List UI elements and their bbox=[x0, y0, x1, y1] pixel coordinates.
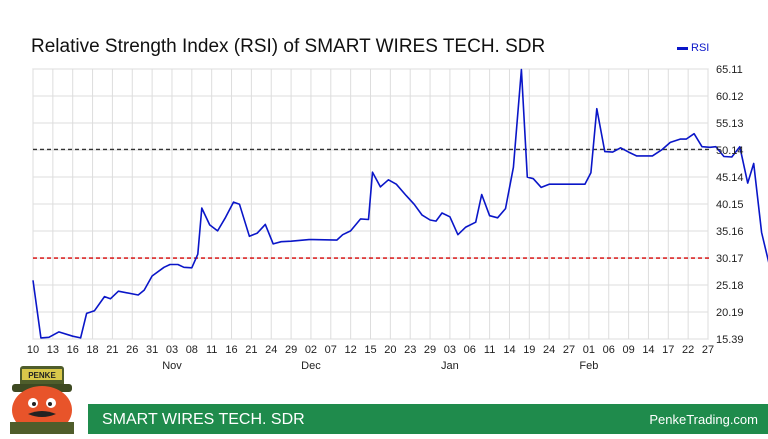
x-tick-label: 20 bbox=[384, 344, 396, 356]
reference-lines bbox=[33, 148, 712, 259]
x-tick-label: 03 bbox=[166, 344, 178, 356]
x-month-label: Dec bbox=[301, 360, 321, 372]
chart-title: Relative Strength Index (RSI) of SMART W… bbox=[31, 36, 546, 57]
y-tick-label: 65.11 bbox=[716, 64, 743, 76]
x-month-label: Jan bbox=[441, 360, 459, 372]
x-tick-label: 21 bbox=[106, 344, 118, 356]
x-tick-label: 12 bbox=[345, 344, 357, 356]
x-tick-label: 29 bbox=[285, 344, 297, 356]
x-tick-label: 21 bbox=[245, 344, 257, 356]
footer-instrument-name: SMART WIRES TECH. SDR bbox=[102, 411, 305, 428]
x-tick-label: 18 bbox=[86, 344, 98, 356]
x-tick-label: 17 bbox=[662, 344, 674, 356]
y-tick-label: 50.14 bbox=[716, 145, 744, 157]
x-tick-label: 13 bbox=[47, 344, 59, 356]
x-tick-label: 27 bbox=[702, 344, 714, 356]
rsi-chart: 65.11 60.12 55.13 50.14 45.14 40.15 35.16 30.17… bbox=[27, 64, 768, 372]
x-tick-label: 29 bbox=[424, 344, 436, 356]
x-tick-label: 09 bbox=[622, 344, 634, 356]
y-tick-label: 25.18 bbox=[716, 280, 744, 292]
y-tick-label: 35.16 bbox=[716, 226, 744, 238]
legend-label: RSI bbox=[691, 42, 710, 54]
x-tick-label: 02 bbox=[305, 344, 317, 356]
x-tick-label: 15 bbox=[364, 344, 376, 356]
footer-bar: SMART WIRES TECH. SDR PenkeTrading.com bbox=[88, 404, 768, 434]
y-tick-label: 55.13 bbox=[716, 118, 744, 130]
y-tick-label: 30.17 bbox=[716, 253, 744, 265]
x-tick-label: 06 bbox=[464, 344, 476, 356]
x-tick-label: 16 bbox=[67, 344, 79, 356]
x-tick-label: 31 bbox=[146, 344, 158, 356]
x-tick-label: 06 bbox=[603, 344, 615, 356]
footer-site-link[interactable]: PenkeTrading.com bbox=[649, 412, 758, 427]
x-tick-label: 10 bbox=[27, 344, 39, 356]
x-tick-label: 26 bbox=[126, 344, 138, 356]
x-tick-label: 14 bbox=[503, 344, 515, 356]
x-axis: 10 13 16 18 21 26 31 03 08 11 16 21 24 29 02 07 12 15 20 23… bbox=[27, 344, 714, 372]
x-tick-label: 24 bbox=[265, 344, 277, 356]
y-tick-label: 15.39 bbox=[716, 334, 744, 346]
legend: RSI bbox=[677, 42, 709, 54]
grid bbox=[32, 68, 709, 340]
y-tick-label: 60.12 bbox=[716, 91, 744, 103]
logo-text: PENKE bbox=[28, 371, 56, 380]
penke-mascot-logo: PENKE bbox=[2, 364, 86, 439]
x-tick-label: 16 bbox=[225, 344, 237, 356]
y-axis: 65.11 60.12 55.13 50.14 45.14 40.15 35.16 30.17… bbox=[716, 64, 744, 346]
x-tick-label: 23 bbox=[404, 344, 416, 356]
x-tick-label: 19 bbox=[523, 344, 535, 356]
legend-swatch bbox=[677, 46, 688, 50]
y-tick-label: 40.15 bbox=[716, 199, 744, 211]
y-tick-label: 20.19 bbox=[716, 307, 744, 319]
x-tick-label: 01 bbox=[583, 344, 595, 356]
series-layer bbox=[32, 68, 768, 339]
x-month-label: Nov bbox=[162, 360, 182, 372]
x-tick-label: 27 bbox=[563, 344, 575, 356]
x-tick-label: 03 bbox=[444, 344, 456, 356]
x-tick-label: 14 bbox=[642, 344, 654, 356]
rsi-series-line bbox=[32, 68, 768, 339]
x-tick-label: 08 bbox=[186, 344, 198, 356]
x-month-label: Feb bbox=[579, 360, 598, 372]
x-tick-label: 11 bbox=[206, 344, 217, 356]
x-tick-label: 07 bbox=[325, 344, 337, 356]
x-tick-label: 11 bbox=[484, 344, 495, 356]
x-tick-label: 24 bbox=[543, 344, 555, 356]
x-tick-label: 22 bbox=[682, 344, 694, 356]
y-tick-label: 45.14 bbox=[716, 172, 744, 184]
